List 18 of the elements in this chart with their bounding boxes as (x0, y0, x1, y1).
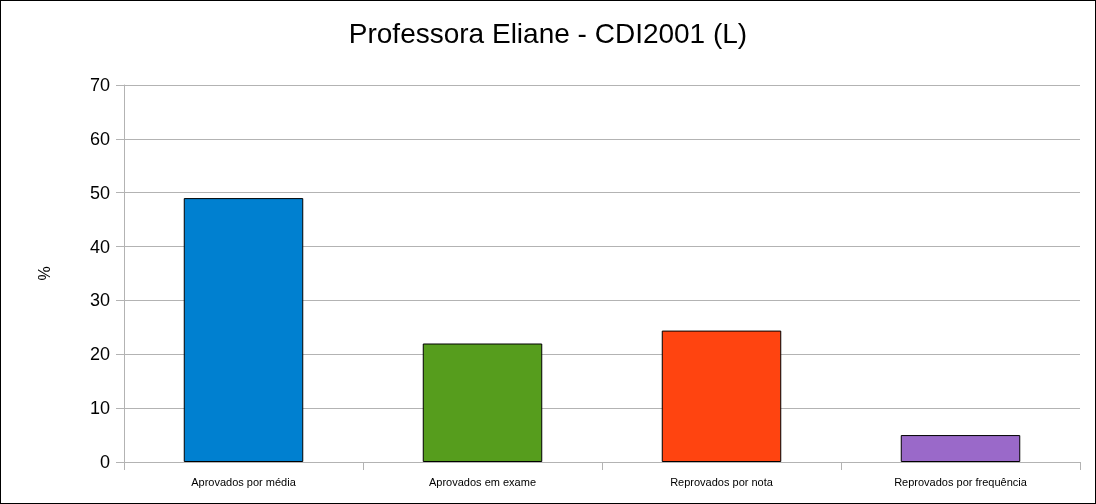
x-tick-label: Reprovados por frequência (894, 475, 1028, 488)
x-tick-label: Aprovados por média (191, 475, 297, 488)
chart-title: Professora Eliane - CDI2001 (L) (348, 17, 748, 49)
bar (422, 343, 543, 462)
x-tick-label: Aprovados em exame (429, 475, 536, 488)
bar (900, 435, 1021, 462)
y-tick-label: 40 (89, 236, 110, 257)
y-tick-label: 10 (89, 398, 110, 419)
y-tick-label: 50 (89, 182, 110, 203)
y-tick-label: 70 (89, 75, 110, 95)
x-tick-label: Reprovados por nota (670, 475, 774, 488)
y-tick-label: 20 (89, 344, 110, 365)
y-tick-label: 60 (89, 128, 110, 149)
bar (183, 198, 304, 462)
y-tick-label: 30 (89, 290, 110, 311)
bar (661, 330, 782, 462)
y-tick-label: 0 (99, 452, 110, 472)
y-axis-title: % (35, 266, 53, 281)
